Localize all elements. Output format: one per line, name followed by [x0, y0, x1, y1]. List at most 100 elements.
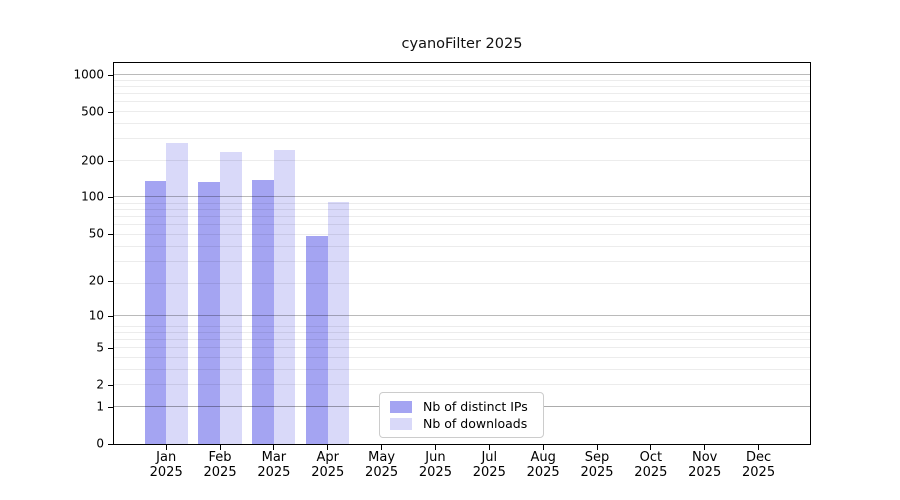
gridline-minor — [114, 85, 810, 87]
x-tick-mark — [758, 445, 760, 450]
x-tick-mark — [704, 445, 706, 450]
y-tick-label: 1000 — [73, 67, 104, 82]
bar-distinct-ips-feb — [198, 182, 221, 444]
x-tick-label-mar: Mar 2025 — [244, 450, 304, 481]
bar-downloads-feb — [220, 152, 242, 444]
bar-downloads-apr — [327, 202, 350, 444]
y-tick-mark — [108, 385, 113, 387]
x-tick-year: 2025 — [311, 465, 345, 481]
gridline-minor — [114, 122, 810, 124]
y-tick-label: 100 — [81, 190, 104, 205]
x-tick-mark — [434, 445, 436, 450]
bar-downloads-jan — [166, 143, 188, 444]
legend-swatch-distinct-ips — [390, 400, 412, 413]
x-tick-month: Jul — [481, 450, 498, 465]
x-tick-label-sep: Sep 2025 — [567, 450, 627, 481]
x-tick-mark — [542, 445, 544, 450]
chart-title: cyanoFilter 2025 — [401, 36, 523, 52]
x-tick-year: 2025 — [526, 465, 560, 481]
legend-item-downloads: Nb of downloads — [390, 415, 537, 432]
gridline-minor — [114, 79, 810, 81]
y-tick-mark — [108, 74, 113, 76]
y-tick-label: 2 — [96, 378, 104, 393]
legend-label-distinct-ips: Nb of distinct IPs — [423, 399, 528, 414]
x-tick-month: Jun — [425, 450, 446, 465]
x-tick-label-aug: Aug 2025 — [513, 450, 573, 481]
gridline-minor — [114, 357, 810, 359]
y-tick-mark — [108, 281, 113, 283]
gridline-minor — [114, 234, 810, 236]
gridline-major — [114, 196, 810, 198]
gridline-minor — [114, 208, 810, 210]
x-tick-mark — [165, 445, 167, 450]
x-tick-label-oct: Oct 2025 — [621, 450, 681, 481]
x-tick-label-jun: Jun 2025 — [405, 450, 465, 481]
x-tick-month: Oct — [639, 450, 663, 465]
gridline-minor — [114, 347, 810, 349]
x-tick-label-dec: Dec 2025 — [729, 450, 789, 481]
x-tick-mark — [273, 445, 275, 450]
gridline-minor — [114, 111, 810, 113]
x-tick-month: Feb — [208, 450, 232, 465]
bar-distinct-ips-jan — [144, 181, 167, 444]
gridline-minor — [114, 339, 810, 341]
x-tick-month: Apr — [316, 450, 340, 465]
gridline-minor — [114, 261, 810, 263]
y-tick-label: 5 — [96, 341, 104, 356]
gridline-minor — [114, 368, 810, 370]
y-tick-mark — [108, 315, 113, 317]
x-tick-year: 2025 — [203, 465, 237, 481]
x-tick-mark — [381, 445, 383, 450]
y-tick-mark — [108, 348, 113, 350]
y-tick-mark — [108, 197, 113, 199]
x-tick-year: 2025 — [149, 465, 183, 481]
y-tick-mark — [108, 444, 113, 445]
gridline-minor — [114, 224, 810, 226]
x-tick-label-nov: Nov 2025 — [675, 450, 735, 481]
x-tick-label-apr: Apr 2025 — [298, 450, 358, 481]
y-tick-mark — [108, 233, 113, 235]
x-tick-mark — [488, 445, 490, 450]
gridline-minor — [114, 202, 810, 204]
gridline-minor — [114, 325, 810, 327]
x-tick-label-may: May 2025 — [352, 450, 412, 481]
x-tick-year: 2025 — [742, 465, 776, 481]
legend: Nb of distinct IPs Nb of downloads — [379, 392, 544, 438]
plot-area — [113, 62, 811, 445]
bar-downloads-mar — [273, 149, 296, 444]
y-tick-label: 10 — [88, 308, 104, 323]
legend-item-distinct-ips: Nb of distinct IPs — [390, 398, 537, 415]
x-tick-month: Nov — [692, 450, 718, 465]
x-tick-label-jul: Jul 2025 — [459, 450, 519, 481]
gridline-minor — [114, 216, 810, 218]
y-tick-label: 0 — [96, 436, 104, 451]
x-tick-label-jan: Jan 2025 — [136, 450, 196, 481]
bar-distinct-ips-apr — [306, 236, 328, 444]
bar-distinct-ips-mar — [252, 180, 274, 444]
gridline-major — [114, 73, 810, 75]
y-tick-mark — [108, 111, 113, 113]
y-tick-mark — [108, 406, 113, 408]
x-tick-year: 2025 — [365, 465, 399, 481]
x-tick-month: Jan — [156, 450, 177, 465]
x-tick-month: May — [368, 450, 396, 465]
gridline-minor — [114, 282, 810, 284]
x-tick-year: 2025 — [418, 465, 452, 481]
x-tick-mark — [219, 445, 221, 450]
y-tick-label: 20 — [88, 274, 104, 289]
x-tick-month: Aug — [530, 450, 556, 465]
x-tick-year: 2025 — [472, 465, 506, 481]
y-tick-label: 500 — [81, 104, 104, 119]
x-tick-mark — [327, 445, 329, 450]
x-tick-mark — [650, 445, 652, 450]
legend-label-downloads: Nb of downloads — [423, 416, 528, 431]
gridline-minor — [114, 138, 810, 140]
gridline-minor — [114, 384, 810, 386]
gridline-minor — [114, 101, 810, 103]
x-tick-month: Sep — [584, 450, 610, 465]
x-tick-mark — [596, 445, 598, 450]
x-tick-year: 2025 — [580, 465, 614, 481]
y-tick-label: 1 — [96, 399, 104, 414]
x-tick-year: 2025 — [688, 465, 722, 481]
